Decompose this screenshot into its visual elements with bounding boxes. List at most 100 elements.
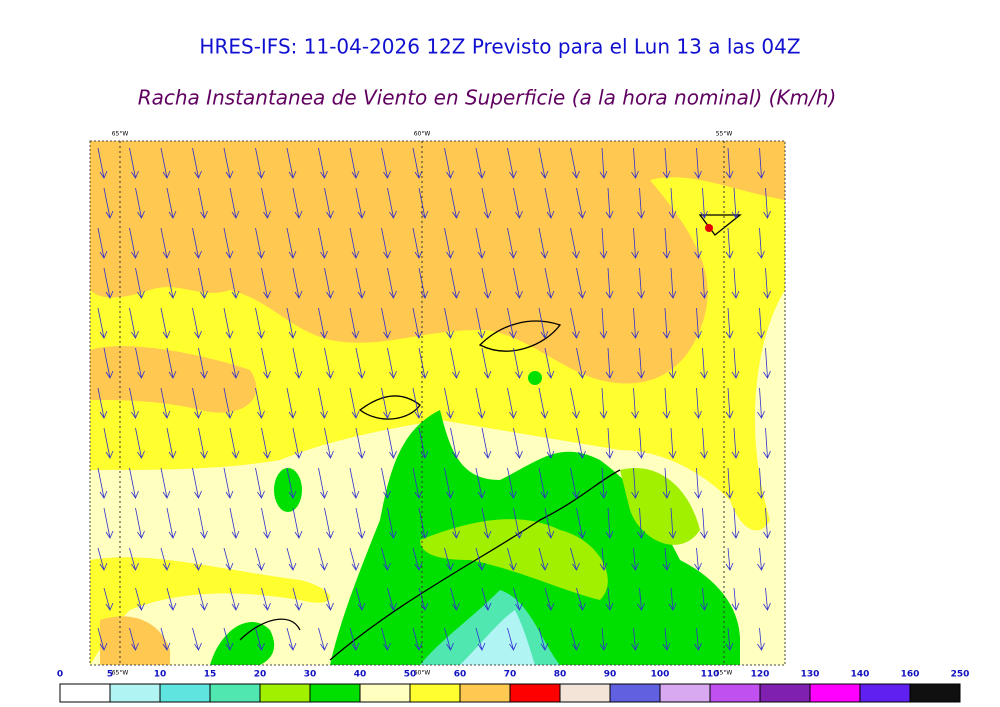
wind-arrow [662, 307, 671, 339]
wind-arrow [570, 147, 580, 179]
wind-arrow [763, 507, 771, 539]
wind-arrow [757, 467, 765, 499]
wind-arrow [757, 627, 765, 651]
wind-arrow [481, 267, 492, 299]
colorbar-label: 30 [304, 670, 317, 680]
wind-arrow [135, 507, 145, 539]
colorbar-box [559, 683, 611, 703]
wind-arrow [513, 587, 523, 611]
wind-arrow [538, 627, 549, 651]
wind-arrow [725, 307, 734, 339]
wind-arrow [261, 347, 271, 379]
colorbar-box [309, 683, 361, 703]
wind-arrow [700, 507, 708, 539]
wind-arrow [576, 507, 586, 539]
wind-arrow [412, 147, 423, 179]
wind-arrow [763, 587, 771, 611]
wind-arrow [412, 627, 423, 651]
wind-arrow [700, 427, 708, 459]
colorbar: 0 5 10 15 20 30 40 50 60 70 80 90 100 110 120 130 140 160… [57, 670, 970, 703]
wind-arrow [513, 507, 523, 539]
wind-arrow [198, 267, 208, 299]
lon-label: 65°W [112, 131, 129, 138]
wind-arrow [450, 587, 460, 611]
lon-label: 55°W [716, 670, 733, 677]
wind-arrow [538, 467, 549, 499]
wind-arrow [135, 427, 145, 459]
wind-arrow [349, 387, 360, 419]
wind-arrow [387, 587, 397, 611]
wind-arrow [481, 187, 492, 219]
wind-arrow [324, 187, 334, 219]
wind-arrow [475, 227, 486, 259]
wind-arrow [255, 307, 265, 339]
wind-arrow [97, 387, 108, 419]
wind-arrow [605, 587, 614, 611]
wind-arrow [637, 507, 645, 539]
wind-arrow [286, 627, 297, 651]
wind-arrow [444, 227, 454, 259]
wind-arrow [763, 347, 771, 379]
colorbar-box [709, 683, 761, 703]
colorbar-label: 10 [154, 670, 167, 680]
wind-arrow [731, 187, 740, 219]
wind-arrow [103, 427, 114, 459]
colorbar-label: 40 [354, 670, 367, 680]
meridians [119, 141, 725, 665]
wind-arrow [694, 387, 702, 419]
wind-arrow [757, 547, 765, 571]
wind-arrow [223, 387, 234, 419]
wind-arrow [757, 147, 765, 179]
wind-arrow [544, 267, 555, 299]
wind-arrow [631, 307, 639, 339]
wind-arrow [349, 627, 360, 651]
wind-arrow [725, 227, 734, 259]
wind-arrow [166, 427, 177, 459]
wind-arrow [135, 187, 145, 219]
wind-arrow [507, 227, 517, 259]
wind-arrow [475, 627, 486, 651]
wind-arrow [103, 347, 114, 379]
wind-arrow [668, 187, 677, 219]
wind-arrow [292, 587, 303, 611]
wind-arrow [475, 307, 486, 339]
wind-arrow [103, 507, 114, 539]
wind-arrow [412, 387, 423, 419]
wind-arrow [160, 307, 171, 339]
wind-arrow [292, 187, 303, 219]
field [460, 610, 535, 665]
wind-arrow [412, 227, 423, 259]
wind-arrow [349, 307, 360, 339]
wind-arrow [355, 507, 366, 539]
colorbar-label: 20 [254, 670, 267, 680]
map-area [90, 141, 785, 665]
wind-arrow [198, 427, 208, 459]
colorbar-box [409, 683, 461, 703]
wind-arrow [229, 587, 240, 611]
wind-arrow [318, 227, 328, 259]
wind-arrow [97, 547, 108, 571]
colorbar-label: 130 [801, 670, 820, 680]
wind-arrow [255, 627, 265, 651]
colorbar-label: 160 [901, 670, 920, 680]
wind-arrow [160, 467, 171, 499]
wind-arrow [444, 547, 454, 571]
wind-arrow [694, 547, 702, 571]
wind-arrow [261, 427, 271, 459]
lon-label: 60°W [414, 131, 431, 138]
wind-arrow [229, 507, 240, 539]
wind-arrow [576, 427, 586, 459]
wind-arrow [223, 147, 234, 179]
wind-arrow [725, 627, 734, 651]
field [528, 371, 542, 385]
wind-arrow [513, 187, 523, 219]
wind-arrow [286, 547, 297, 571]
wind-arrow [570, 227, 580, 259]
wind-arrow [324, 267, 334, 299]
marker [705, 224, 713, 232]
colorbar-label: 250 [951, 670, 970, 680]
colorbar-box [509, 683, 561, 703]
wind-arrow [387, 427, 397, 459]
wind-arrow [286, 307, 297, 339]
colorbar-box [109, 683, 161, 703]
